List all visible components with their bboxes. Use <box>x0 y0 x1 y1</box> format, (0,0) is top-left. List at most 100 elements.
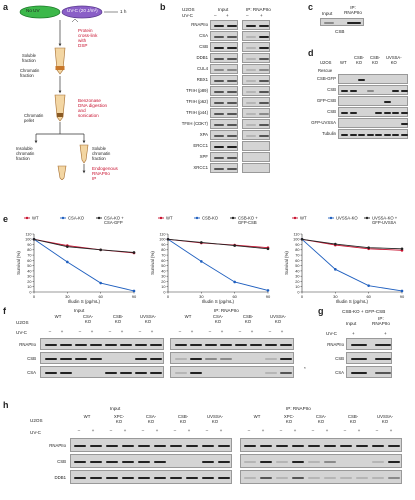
band <box>375 343 391 347</box>
band <box>265 357 277 361</box>
band <box>214 79 224 83</box>
band <box>246 68 256 72</box>
data-point-2-2-1 <box>334 242 337 246</box>
band <box>227 134 237 138</box>
band <box>220 343 232 347</box>
f-row-label-1: CSB <box>27 356 36 361</box>
b-blot-input-12 <box>210 152 238 162</box>
data-point-2-2-3 <box>400 247 404 251</box>
band <box>349 111 357 115</box>
band <box>218 444 230 448</box>
d-col2-label: CSB- KO <box>370 55 381 65</box>
legend-marker-1-1 <box>195 216 199 220</box>
tube-4 <box>57 165 67 180</box>
panel-a-workflow <box>19 5 118 180</box>
band <box>246 24 256 28</box>
band <box>45 343 57 347</box>
dish-uv-label: UV-C (20 J/m²) <box>67 8 98 13</box>
band <box>135 357 147 361</box>
b-blot-ip-1 <box>242 31 270 41</box>
band <box>235 343 247 347</box>
band <box>150 357 162 361</box>
legend-marker-2-2 <box>365 216 369 220</box>
h-ip-label: IP: RNAPIIo <box>286 406 311 411</box>
y-tick-label-1: 80 <box>161 248 165 252</box>
band <box>75 357 87 361</box>
h-minus: – <box>141 428 145 433</box>
panel-label-d: d <box>308 48 314 58</box>
b-input-label: Input <box>218 7 229 12</box>
h-minus: – <box>205 428 209 433</box>
legend-marker-0-0 <box>25 216 29 220</box>
g-title: CSB-KO + GFP-CSB <box>342 309 386 314</box>
h-minus: – <box>109 428 113 433</box>
y-axis-label-2: Survival (%) <box>284 251 289 275</box>
b-cell-label: U2OS <box>182 7 195 12</box>
b-minus-2: – <box>246 13 249 18</box>
legend-label-1-1: CSB-KO <box>202 216 219 221</box>
b-plus-2: + <box>260 13 263 18</box>
f-col-label-1-0: WT <box>184 314 192 319</box>
f-col-label-1-1: CSA- KO <box>212 314 224 324</box>
data-point-0-2-3 <box>132 251 136 254</box>
x-axis-label-0: Illudin S (pg/mL) <box>68 299 101 304</box>
g-row-label-1: CSB <box>335 356 344 361</box>
g-input-label: Input <box>346 321 357 326</box>
band <box>135 371 147 375</box>
band <box>246 46 256 50</box>
band <box>105 371 117 375</box>
panel-label-f: f <box>3 306 6 316</box>
y-tick-label-2: 40 <box>295 269 299 273</box>
band <box>205 357 217 361</box>
b-blot-ip-7 <box>242 97 270 107</box>
y-tick-label-1: 60 <box>161 259 165 263</box>
series-line-2-2 <box>301 238 403 250</box>
y-tick-label-0: 40 <box>27 269 31 273</box>
band <box>227 156 237 160</box>
b-blot-ip-6 <box>242 86 270 96</box>
band <box>372 444 384 448</box>
legend-marker-0-1 <box>61 216 65 220</box>
band <box>259 90 269 94</box>
panel-label-a: a <box>3 2 9 12</box>
f-blot-in-1 <box>40 352 164 364</box>
y-tick-label-0: 90 <box>27 243 31 247</box>
y-tick-label-1: 10 <box>161 285 165 289</box>
band <box>106 444 118 448</box>
b-row-label-12: XPF <box>199 154 208 159</box>
band <box>105 343 117 347</box>
g-plus-1: + <box>352 331 355 336</box>
f-plus: + <box>250 329 254 334</box>
band <box>74 476 86 480</box>
f-minus: – <box>108 329 112 334</box>
band <box>214 156 224 160</box>
band <box>250 343 262 347</box>
dish-no-uv-label: No UV <box>26 8 40 13</box>
series-line-2-0 <box>301 238 403 251</box>
band <box>349 89 357 93</box>
band <box>150 343 162 347</box>
h-row-label-1: CSB <box>57 459 66 464</box>
b-row-label-13: XRCC1 <box>193 165 208 170</box>
f-col-label-1-3: UVSSA- KO <box>270 314 286 324</box>
band <box>246 134 256 138</box>
b-row-label-2: CSB <box>199 44 208 49</box>
h-row-label-0: RNAPIIo <box>49 443 66 448</box>
h-plus: + <box>187 428 191 433</box>
f-col-label-0-0: WT <box>54 314 62 319</box>
c-input-label: Input <box>322 11 333 16</box>
band <box>351 343 367 347</box>
band <box>383 111 391 115</box>
band <box>214 134 224 138</box>
f-cell-label: U2OS <box>16 320 29 325</box>
step-benzonase: Benzonase DNA digestion and sonication <box>78 98 108 118</box>
f-minus: – <box>48 329 52 334</box>
h-blot-in-0 <box>70 438 232 452</box>
panel-label-g: g <box>318 306 324 316</box>
b-ip-label: IP: RNAPIIo <box>246 7 271 12</box>
legend-label-2-2: GFP-UVSSA <box>372 220 396 225</box>
band <box>170 476 182 480</box>
h-uvc-label: UV-C <box>30 430 41 435</box>
b-blot-input-1 <box>210 31 238 41</box>
band <box>214 24 224 28</box>
